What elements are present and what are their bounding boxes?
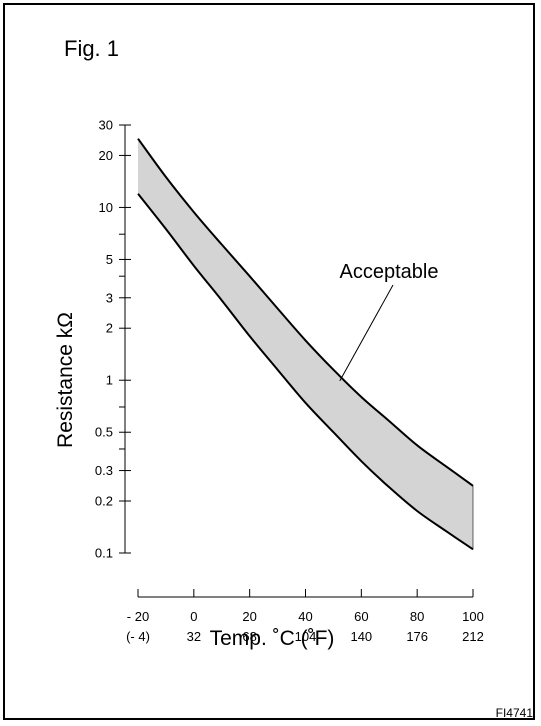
x-tick-label-celsius: 40 <box>298 609 312 624</box>
y-tick-label: 0.5 <box>95 425 113 440</box>
band-layer <box>138 138 474 550</box>
annotation-leader-line <box>339 284 394 382</box>
x-tick-label-fahrenheit: 140 <box>350 629 372 644</box>
y-tick-label: 30 <box>99 118 113 133</box>
x-tick-label-fahrenheit: (- 4) <box>126 629 150 644</box>
x-tick-label-celsius: 60 <box>354 609 368 624</box>
y-tick-label: 0.2 <box>95 493 113 508</box>
x-tick-label-fahrenheit: 68 <box>242 629 256 644</box>
x-tick-label-fahrenheit: 212 <box>462 629 484 644</box>
y-tick-label: 0.3 <box>95 463 113 478</box>
x-tick-label-celsius: - 20 <box>127 609 149 624</box>
y-tick-label: 20 <box>99 148 113 163</box>
x-tick-label-fahrenheit: 32 <box>187 629 201 644</box>
y-tick-label: 3 <box>106 290 113 305</box>
y-tick-label: 2 <box>106 321 113 336</box>
x-tick-label-fahrenheit: 104 <box>295 629 317 644</box>
acceptable-band <box>138 138 473 550</box>
annotation-label: Acceptable <box>340 261 439 283</box>
x-tick-label-celsius: 80 <box>410 609 424 624</box>
y-tick-label: 1 <box>106 373 113 388</box>
x-tick-label-celsius: 0 <box>190 609 197 624</box>
figure-label: Fig. 1 <box>64 36 120 61</box>
x-tick-label-fahrenheit: 176 <box>406 629 428 644</box>
y-tick-label: 5 <box>106 252 113 267</box>
x-tick-label-celsius: 100 <box>462 609 484 624</box>
y-tick-label: 10 <box>99 200 113 215</box>
figure-frame <box>3 3 535 720</box>
lower-limit-line <box>137 193 474 551</box>
series-layer <box>137 138 474 551</box>
x-tick-label-celsius: 20 <box>242 609 256 624</box>
y-tick-label: 0.1 <box>95 546 113 561</box>
upper-limit-line <box>137 138 474 487</box>
x-axis-label: Temp. ˚C (˚F) <box>209 627 335 650</box>
figure-code: FI4741 <box>495 706 533 720</box>
annotation-layer: Acceptable <box>339 261 439 382</box>
